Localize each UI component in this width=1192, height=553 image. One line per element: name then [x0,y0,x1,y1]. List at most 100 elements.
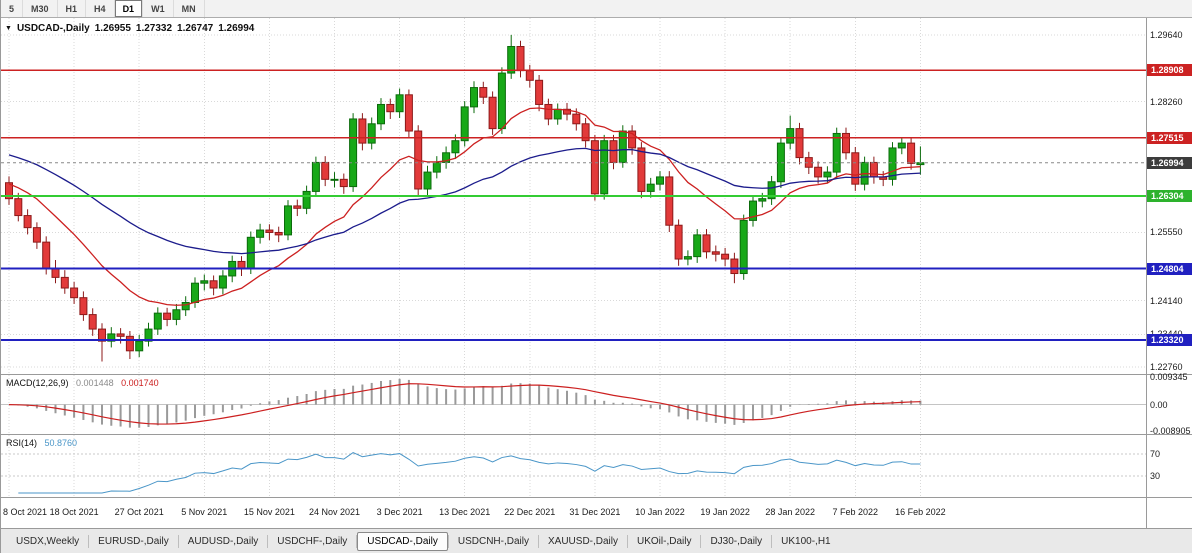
date-axis-label: 15 Nov 2021 [243,507,295,517]
candle-down [590,140,599,195]
macd-indicator-name: MACD(12,26,9) [6,378,69,388]
candle-up [256,229,265,238]
price-badge: 1.24804 [1147,262,1192,275]
candle-down [265,229,274,233]
candle-down [404,94,413,132]
candle-down [51,268,60,278]
tab-separator [537,534,539,548]
chart-tab-ukoil-daily[interactable]: UKOil-,Daily [637,535,692,547]
timeframe-toolbar: 5 M30 H1 H4 D1 W1 MN [1,0,1192,18]
timeframe-button-m30[interactable]: M30 [23,0,58,17]
candle-down [535,79,544,105]
timeframe-button-d1[interactable]: D1 [114,0,144,17]
candle-down [721,253,730,260]
date-axis-label: 7 Feb 2022 [832,507,879,517]
chart-tab-usdx-weekly[interactable]: USDX,Weekly [16,535,80,547]
candle-down [274,231,283,236]
chart-tab-usdchf-daily[interactable]: USDCHF-,Daily [277,535,348,547]
candle-down [628,130,637,149]
candle-up [284,205,292,236]
chart-tab-audusd-daily[interactable]: AUDUSD-,Daily [187,535,259,547]
candle-down [125,335,134,352]
candle-down [386,103,395,113]
rsi-level-label: 70 [1150,448,1161,459]
rsi-indicator-name: RSI(14) [6,438,38,448]
candle-up [181,302,190,311]
candle-up [888,147,897,180]
date-axis-label: 10 Jan 2022 [635,507,685,517]
candle-down [23,215,32,229]
rsi-panel-label: RSI(14) 50.8760 [6,438,77,448]
candle-down [842,132,850,154]
ohlc-high: 1.27332 [135,23,173,34]
timeframe-button-5[interactable]: 5 [1,0,24,17]
timeframe-button-h4[interactable]: H4 [86,0,115,17]
candle-up [432,161,441,173]
candle-down [339,178,348,188]
candle-down [851,152,860,185]
chart-tab-usdcad-daily[interactable]: USDCAD-,Daily [357,531,448,551]
candle-up [172,309,181,320]
date-axis-label: 22 Dec 2021 [504,507,556,517]
candle-down [479,87,488,98]
date-axis-label: 31 Dec 2021 [569,507,621,517]
chart-tab-uk100-h1[interactable]: UK100-,H1 [781,535,831,547]
candle-up [153,312,162,330]
date-axis-label: 5 Nov 2021 [181,507,228,517]
fast-ma-line [8,107,921,306]
candle-up [832,132,841,173]
chart-tab-bar: USDX,Weekly EURUSD-,Daily AUDUSD-,Daily USD… [1,528,1192,553]
timeframe-button-mn[interactable]: MN [174,0,205,17]
date-axis-label: 16 Feb 2022 [895,507,946,517]
chart-tab-usdcnh-daily[interactable]: USDCNH-,Daily [457,535,529,547]
tab-separator [771,534,773,548]
date-axis-label: 19 Jan 2022 [700,507,750,517]
chart-dropdown-icon[interactable]: ▼ [5,25,12,32]
candle-up [553,108,562,120]
tab-separator [177,534,179,548]
candle-up [618,130,627,163]
candle-up [683,256,692,260]
tab-separator [88,534,90,548]
candle-down [321,161,330,180]
macd-axis-label: -0.008905 [1150,426,1191,436]
candle-up [349,118,358,188]
chart-tab-eurusd-daily[interactable]: EURUSD-,Daily [98,535,169,547]
date-axis-label: 24 Nov 2021 [308,507,361,517]
candle-down [674,224,683,260]
candle-down [581,123,590,142]
tab-separator [356,534,358,548]
date-axis-label: 28 Jan 2022 [765,507,815,517]
price-badge: 1.28908 [1147,64,1192,77]
candle-down [163,312,172,320]
tab-separator [267,534,269,548]
timeframe-button-h1[interactable]: H1 [58,0,87,17]
candle-up [749,200,757,221]
price-axis-label: 1.29640 [1150,29,1183,40]
candle-down [293,205,302,209]
candle-down [563,108,571,115]
candle-up [460,106,469,142]
candle-down [637,147,646,192]
timeframe-button-w1[interactable]: W1 [143,0,174,17]
price-badge: 1.26304 [1147,190,1192,203]
price-badge: 1.26994 [1147,156,1192,169]
candle-up [897,142,906,149]
chart-tab-xauusd-daily[interactable]: XAUUSD-,Daily [547,535,618,547]
chart-tab-dj30-daily[interactable]: DJ30-,Daily [710,535,763,547]
macd-signal-line [8,383,921,425]
rsi-value: 50.8760 [44,438,78,448]
candle-down [544,103,553,120]
candle-up [377,103,385,125]
candle-down [116,333,125,337]
chart-title: ▼ USDCAD-,Daily 1.26955 1.27332 1.26747 … [5,23,254,34]
candle-up [767,181,776,200]
candle-down [907,142,916,164]
tab-separator [700,534,702,548]
candle-down [209,280,218,289]
candle-down [358,118,367,144]
candle-up [423,171,432,190]
candle-up [311,161,320,192]
candle-down [88,314,97,330]
